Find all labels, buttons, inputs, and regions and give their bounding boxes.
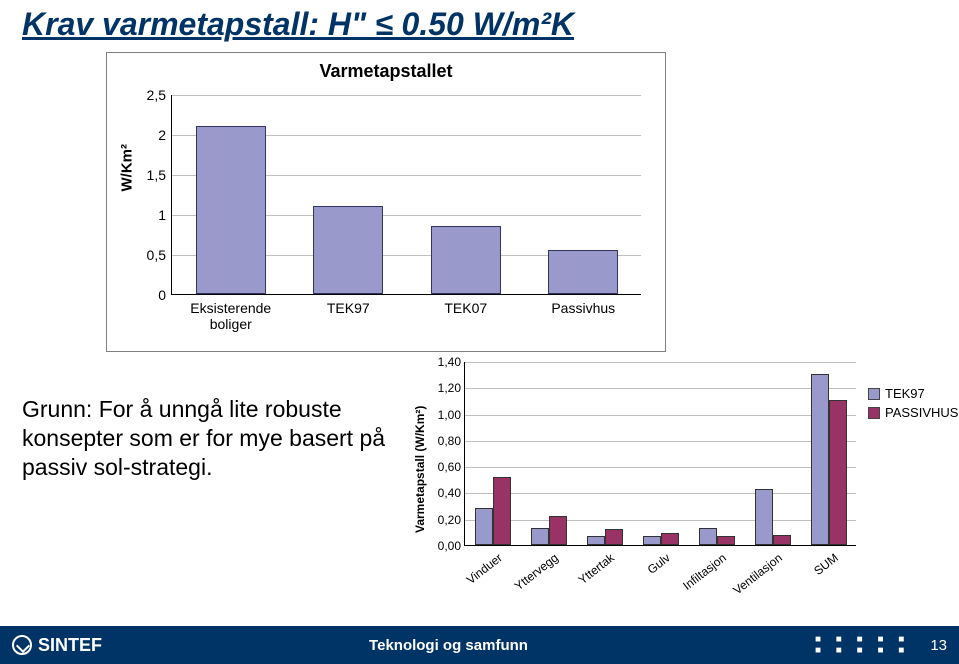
legend-label-passivhus: PASSIVHUS: [885, 405, 958, 420]
legend-row-passivhus: PASSIVHUS: [868, 405, 958, 420]
chart2-ytick: 0,60: [438, 460, 461, 474]
footer-dots-icon: ■ ■ ■ ■ ■■ ■ ■ ■ ■: [815, 634, 910, 656]
sintef-logo-icon: [12, 635, 32, 655]
chart1-bar: [196, 126, 266, 294]
page-number: 13: [930, 637, 947, 654]
chart2-gridline: [465, 415, 856, 416]
chart2-xtick: Yttertak: [576, 551, 617, 587]
grunn-text: Grunn: For å unngå lite robuste konsepte…: [22, 395, 392, 481]
chart2-bar: [773, 535, 791, 546]
sintef-logo: SINTEF: [12, 635, 102, 656]
chart1-ytick: 0: [158, 287, 166, 303]
chart2-xtick: Yttervegg: [512, 551, 561, 594]
chart2-ytick: 1,20: [438, 381, 461, 395]
chart1-bar: [431, 226, 501, 294]
chart1-ytick: 2,5: [147, 87, 166, 103]
chart2-bar: [699, 528, 717, 545]
chart2-ytick: 0,40: [438, 486, 461, 500]
chart2-bar: [531, 528, 549, 545]
chart2-gridline: [465, 467, 856, 468]
chart1-xtick: TEK07: [407, 300, 525, 316]
chart2-xtick: Vinduer: [464, 551, 505, 587]
chart1-title: Varmetapstallet: [107, 61, 665, 82]
chart1-ytick: 1: [158, 207, 166, 223]
chart1-bar: [548, 250, 618, 294]
chart2-gridline: [465, 388, 856, 389]
chart1-ylabel: W/Km²: [119, 144, 136, 192]
chart1-plot: 00,511,522,5Eksisterende boligerTEK97TEK…: [171, 95, 641, 295]
chart2-xtick: Infiltasjon: [680, 551, 729, 593]
chart1-bar: [313, 206, 383, 294]
chart2-gridline: [465, 520, 856, 521]
chart2-plot: 0,000,200,400,600,801,001,201,40VinduerY…: [464, 362, 856, 546]
legend-row-tek97: TEK97: [868, 386, 958, 401]
legend-swatch-tek97: [868, 388, 880, 400]
chart2-bar: [811, 374, 829, 545]
chart2-gridline: [465, 441, 856, 442]
footer-bar: SINTEF Teknologi og samfunn ■ ■ ■ ■ ■■ ■…: [0, 626, 959, 664]
chart2-bar: [717, 536, 735, 545]
chart2-bar: [549, 516, 567, 545]
chart2-ytick: 1,00: [438, 408, 461, 422]
chart2-ytick: 0,80: [438, 434, 461, 448]
chart1-xtick: Passivhus: [525, 300, 643, 316]
chart2-bar: [829, 400, 847, 545]
chart2-xtick: SUM: [811, 551, 841, 578]
chart1-container: Varmetapstallet W/Km² 00,511,522,5Eksist…: [106, 52, 666, 352]
chart1-ytick: 2: [158, 127, 166, 143]
legend-label-tek97: TEK97: [885, 386, 925, 401]
chart2-bar: [605, 529, 623, 545]
chart2-bar: [587, 536, 605, 545]
chart1-xtick: TEK97: [290, 300, 408, 316]
chart2-gridline: [465, 362, 856, 363]
chart2-bar: [475, 508, 493, 545]
footer-center-text: Teknologi og samfunn: [102, 637, 795, 654]
sintef-logo-text: SINTEF: [38, 635, 102, 656]
chart2-xtick: Gulv: [645, 551, 673, 577]
chart1-ytick: 0,5: [147, 247, 166, 263]
chart2-ytick: 0,20: [438, 513, 461, 527]
chart2-legend: TEK97 PASSIVHUS: [868, 386, 958, 424]
legend-swatch-passivhus: [868, 407, 880, 419]
chart2-ytick: 0,00: [438, 539, 461, 553]
chart2-ytick: 1,40: [438, 355, 461, 369]
chart2-xtick: Ventilasjon: [730, 551, 784, 598]
chart2-bar: [643, 536, 661, 545]
chart2-container: Varmetapstall (W/Km²) 0,000,200,400,600,…: [406, 354, 946, 604]
chart2-bar: [661, 533, 679, 545]
chart2-gridline: [465, 493, 856, 494]
chart1-ytick: 1,5: [147, 167, 166, 183]
slide-title: Krav varmetapstall: H" ≤ 0.50 W/m²K: [22, 6, 574, 43]
chart1-gridline: [172, 95, 641, 96]
chart2-bar: [755, 489, 773, 546]
chart1-xtick: Eksisterende boliger: [172, 300, 290, 332]
chart2-ylabel: Varmetapstall (W/Km²): [413, 406, 427, 533]
chart2-bar: [493, 477, 511, 545]
